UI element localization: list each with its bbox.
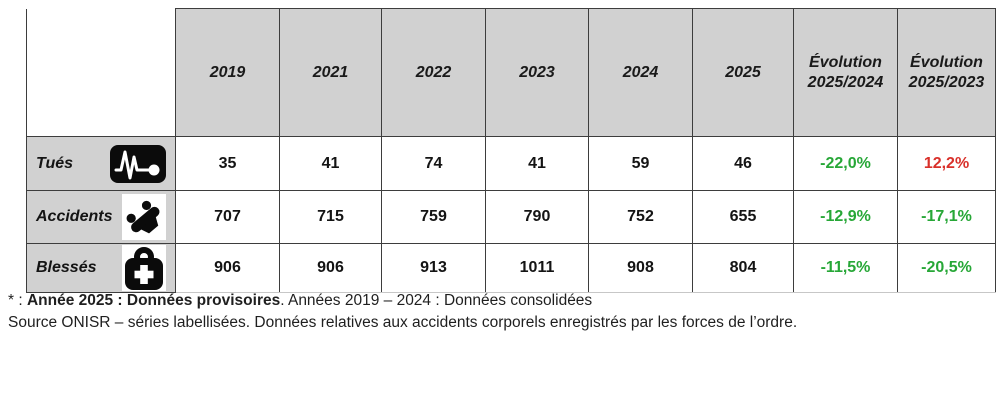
row-header-tues: Tués [26,136,176,191]
cell-tues-2024: 59 [588,136,693,191]
cell-blesses-evolution-2025-2024: -11,5% [793,243,898,293]
cell-accidents-evolution-2025-2023: -17,1% [897,190,996,244]
cell-accidents-2023: 790 [485,190,589,244]
row-header-accidents: Accidents [26,190,176,244]
column-header-2024: 2024 [588,8,693,137]
footnote-line-2-source: Source ONISR – séries labellisées. Donné… [8,314,798,331]
cell-tues-2022: 74 [381,136,486,191]
cell-accidents-2024: 752 [588,190,693,244]
header-row: 2019 2021 2022 2023 2024 2025 Évolution … [26,8,996,137]
first-aid-bag-icon [122,245,166,291]
row-label: Blessés [36,259,97,276]
cell-tues-2019: 35 [175,136,280,191]
column-header-2019: 2019 [175,8,280,137]
column-header-2023: 2023 [485,8,589,137]
cell-tues-evolution-2025-2023: 12,2% [897,136,996,191]
cell-accidents-2025: 655 [692,190,794,244]
cell-blesses-2021: 906 [279,243,382,293]
footnote-asterisk: * : [8,292,27,309]
footnote: * : Année 2025 : Données provisoires. An… [8,290,988,334]
road-safety-statistics-table: 2019 2021 2022 2023 2024 2025 Évolution … [26,8,996,293]
row-label: Accidents [36,208,113,225]
table-row-blesses: Blessés 906 906 913 1011 908 804 -11,5% … [26,243,996,293]
cell-tues-2025: 46 [692,136,794,191]
cell-blesses-2025: 804 [692,243,794,293]
cell-blesses-2024: 908 [588,243,693,293]
table-corner-cell [26,8,176,137]
overturned-car-icon [122,194,166,240]
footnote-provisional-note: Année 2025 : Données provisoires [26,292,281,309]
cell-blesses-2022: 913 [381,243,486,293]
row-label: Tués [36,154,74,172]
cell-blesses-2023: 1011 [485,243,589,293]
row-header-blesses: Blessés [26,243,176,293]
footnote-consolidated-note: . Années 2019 – 2024 : Données consolidé… [280,292,593,309]
table-row-accidents: Accidents 707 715 759 790 752 655 [26,190,996,244]
cell-accidents-2021: 715 [279,190,382,244]
cell-tues-evolution-2025-2024: -22,0% [793,136,898,191]
cell-accidents-evolution-2025-2024: -12,9% [793,190,898,244]
column-header-2025: 2025 [692,8,794,137]
cell-blesses-2019: 906 [175,243,280,293]
column-header-2022: 2022 [381,8,486,137]
cell-blesses-evolution-2025-2023: -20,5% [897,243,996,293]
cell-tues-2023: 41 [485,136,589,191]
cell-accidents-2019: 707 [175,190,280,244]
column-header-evolution-2025-2023: Évolution 2025/2023 [897,8,996,137]
table-row-tues: Tués 35 41 74 41 59 46 -22,0% 12,2% [26,136,996,191]
cell-accidents-2022: 759 [381,190,486,244]
heartbeat-flatline-icon [110,144,166,183]
footnote-line-1: * : Année 2025 : Données provisoires. An… [8,290,988,312]
column-header-evolution-2025-2024: Évolution 2025/2024 [793,8,898,137]
column-header-2021: 2021 [279,8,382,137]
cell-tues-2021: 41 [279,136,382,191]
